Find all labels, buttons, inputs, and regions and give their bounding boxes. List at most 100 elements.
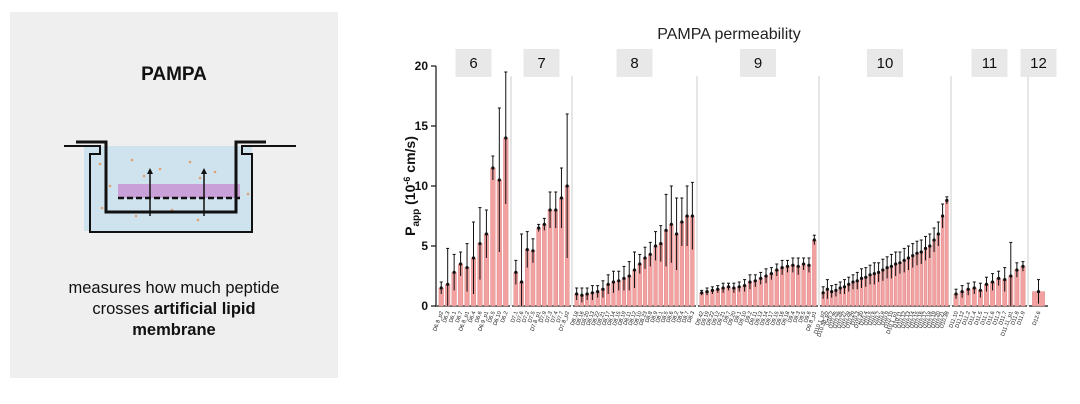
x-tick-label-8-1: D8.16: [575, 311, 586, 327]
data-point-7-7: [554, 208, 558, 212]
data-point-9-1: [705, 290, 709, 294]
bar-11-11: [1020, 266, 1026, 307]
x-tick-label-10-22: D10.15: [909, 311, 921, 330]
bar-7-4: [536, 227, 541, 307]
data-point-8-3: [590, 291, 595, 295]
x-tick-label-10-26: D10.19: [926, 311, 938, 330]
bar-7-5: [542, 224, 547, 307]
y-axis-label: Papp (10-6 cm/s): [402, 136, 422, 236]
x-tick-label-10-4: D10.26: [832, 311, 844, 330]
data-point-10-8: [855, 279, 859, 283]
data-point-7-6: [548, 208, 552, 212]
y-label-main: P: [402, 227, 418, 236]
data-point-10-15: [885, 266, 889, 270]
x-tick-label-9-20: D9.6: [803, 311, 813, 324]
x-tick-label-8-2: D8.20: [580, 311, 591, 327]
data-point-9-12: [764, 274, 768, 278]
data-point-11-4: [978, 288, 982, 292]
data-point-8-18: [669, 222, 673, 226]
data-point-9-11: [759, 276, 763, 280]
x-tick-label-10-21: D10.14: [905, 311, 917, 330]
data-point-9-17: [791, 263, 795, 267]
data-point-10-2: [830, 290, 834, 294]
x-tick-label-9-10: D9.11: [749, 311, 760, 326]
data-point-10-5: [842, 285, 847, 289]
x-tick-label-10-14: D10.8: [876, 311, 887, 327]
x-tick-label-8-7: D8.14: [607, 311, 618, 327]
x-tick-label-6-5: D6.4: [468, 311, 478, 324]
data-point-7-3: [531, 249, 535, 253]
x-tick-label-9-1: D9.19: [700, 311, 711, 327]
x-tick-label-8-13: D8.23: [638, 311, 649, 327]
data-point-8-10: [627, 274, 631, 278]
data-point-6-9: [497, 178, 501, 182]
data-point-9-4: [721, 286, 725, 290]
data-point-10-20: [906, 256, 911, 260]
outer-well: [64, 145, 296, 233]
lipid-membrane: [118, 184, 240, 198]
group-header-bg-12: [1020, 49, 1057, 77]
data-point-10-13: [877, 270, 881, 274]
x-tick-label-11-8: D11.7: [998, 311, 1009, 326]
data-point-9-3: [716, 287, 720, 291]
x-tick-label-11-2: D11.2: [962, 311, 973, 326]
data-point-8-6: [606, 282, 610, 286]
x-tick-label-10-5: D10.27: [837, 311, 849, 330]
data-point-11-6: [990, 280, 995, 284]
data-point-10-22: [915, 251, 919, 255]
data-point-10-6: [847, 282, 851, 286]
x-tick-label-9-9: D9.2: [744, 311, 754, 324]
group-header-bg-7: [523, 49, 560, 77]
x-tick-label-8-17: D8.5: [660, 311, 670, 324]
data-point-10-12: [872, 272, 876, 276]
data-point-10-19: [902, 258, 906, 262]
x-tick-label-10-3: D10.25: [828, 311, 840, 330]
x-tick-label-8-4: D8.22: [591, 311, 602, 327]
data-point-9-19: [801, 262, 806, 266]
x-tick-label-10-7: D10.29: [845, 311, 857, 330]
data-point-6-1: [446, 282, 450, 286]
data-point-10-11: [868, 273, 872, 277]
x-tick-label-9-16: D9.18: [781, 311, 792, 327]
x-tick-label-10-15: D10.9: [880, 311, 891, 327]
x-tick-label-7-6: D7.3: [544, 311, 554, 324]
x-tick-label-8-5: D8.21: [596, 311, 607, 327]
x-tick-label-10-27: D10.20: [931, 311, 943, 330]
data-point-9-9: [748, 280, 752, 284]
data-point-9-0: [700, 291, 704, 295]
x-tick-label-9-11: D9.13: [754, 311, 765, 327]
x-tick-label-8-16: D8.1: [655, 311, 665, 324]
data-point-10-24: [923, 246, 928, 250]
data-point-11-9: [1009, 274, 1013, 278]
data-point-7-2: [525, 248, 529, 252]
caption-line-2: crosses artificial lipid: [10, 299, 338, 320]
data-point-10-9: [859, 276, 864, 280]
x-tick-label-11-4: D11.5: [974, 311, 985, 326]
data-point-10-27: [936, 232, 940, 236]
x-tick-label-8-20: D8.4: [676, 311, 686, 324]
data-point-6-0: [439, 286, 443, 290]
x-tick-label-8-11: D8.12: [628, 311, 639, 327]
data-point-7-9: [565, 184, 569, 188]
x-tick-label-10-8: D10.3: [850, 311, 861, 327]
group-header-bg-11: [971, 49, 1008, 77]
data-point-6-6: [478, 242, 482, 246]
data-point-8-17: [664, 228, 668, 232]
x-tick-label-7-3: D7.5: [527, 311, 537, 324]
bar-6-8: [490, 167, 496, 307]
x-tick-label-8-12: D8.10: [633, 311, 644, 327]
x-tick-label-10-9: D10.30: [854, 311, 866, 330]
data-point-12-0: [1036, 290, 1041, 294]
data-point-10-14: [881, 268, 885, 272]
bar-9-21: [812, 239, 817, 307]
x-tick-label-10-28: D10.21: [935, 311, 947, 330]
x-tick-label-8-18: D8.6: [666, 311, 676, 324]
caption-line-2-text: crosses: [92, 300, 154, 318]
pampa-chart: PAMPA permeability Papp (10-6 cm/s) 0 5 10…: [402, 26, 1057, 338]
group-header-12: 12: [1030, 55, 1047, 72]
x-tick-label-6-9: D6.10: [493, 311, 504, 327]
data-point-9-18: [796, 264, 800, 268]
data-point-10-21: [911, 254, 915, 258]
data-point-8-2: [585, 292, 589, 296]
data-point-9-15: [780, 266, 784, 270]
